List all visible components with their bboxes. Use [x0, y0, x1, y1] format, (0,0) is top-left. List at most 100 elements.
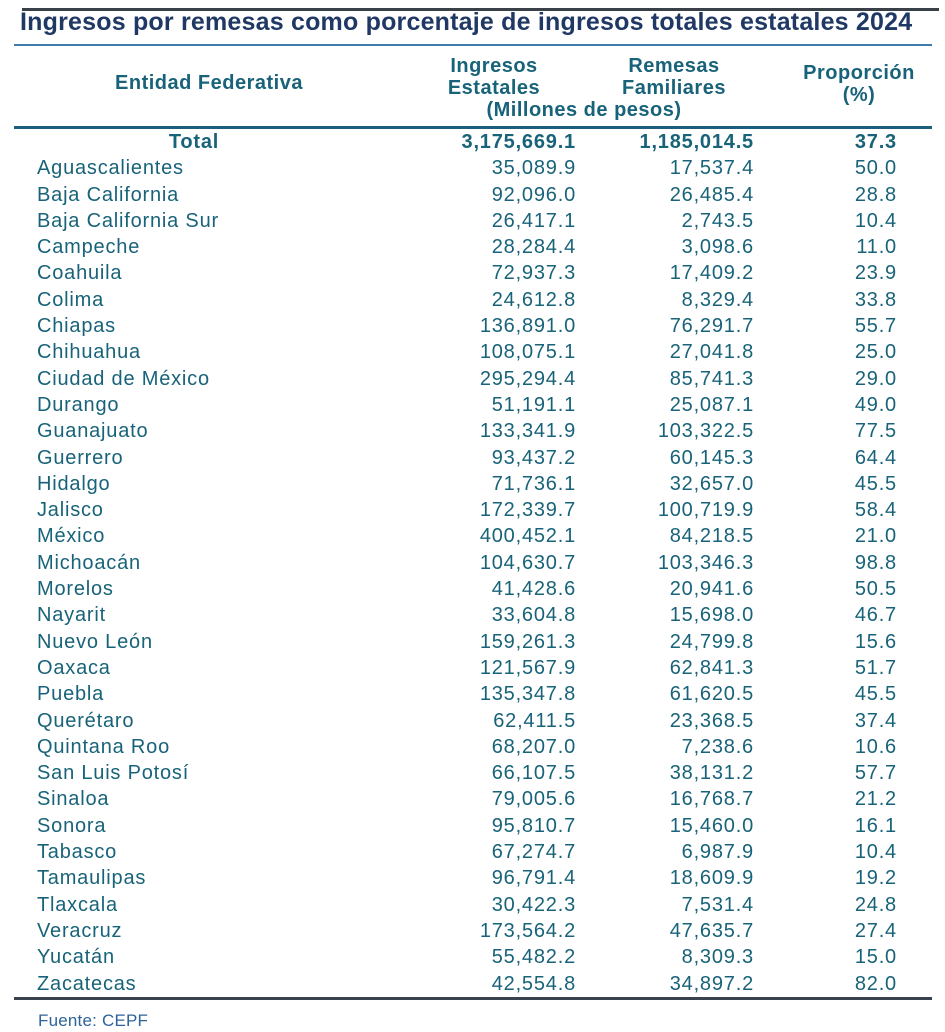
remesas-cell: 15,460.0: [669, 814, 754, 837]
proporcion-cell: 25.0: [854, 341, 897, 364]
remesas-cell: 7,238.6: [681, 735, 754, 758]
ingresos-cell: 35,089.9: [491, 157, 576, 180]
entidad-cell: Nayarit: [37, 604, 106, 627]
table-row: Tamaulipas 96,791.4 18,609.9 19.2: [14, 865, 932, 891]
remesas-cell: 3,098.6: [681, 236, 754, 259]
proporcion-cell: 29.0: [854, 367, 897, 390]
proporcion-cell: 50.5: [854, 578, 897, 601]
table-body: Total 3,175,669.1 1,185,014.5 37.3 Aguas…: [14, 128, 932, 999]
remesas-cell: 1,185,014.5: [639, 131, 754, 153]
remesas-cell: 34,897.2: [669, 972, 754, 995]
table-row: Yucatán 55,482.2 8,309.3 15.0: [14, 944, 932, 970]
entidad-cell: Querétaro: [37, 709, 135, 732]
proporcion-cell: 46.7: [854, 604, 897, 627]
table-row: Guanajuato 133,341.9 103,322.5 77.5: [14, 418, 932, 444]
remesas-cell: 103,346.3: [657, 551, 754, 574]
source-note: Fuente: CEPF: [38, 1010, 149, 1030]
header-line-proporcion-1: Proporción: [803, 61, 915, 84]
entidad-cell: Baja California Sur: [37, 209, 219, 232]
remesas-cell: 84,218.5: [669, 525, 754, 548]
table-header: Entidad Federativa Ingresos Estatales Re…: [14, 45, 932, 128]
ingresos-cell: 133,341.9: [479, 420, 576, 443]
remesas-cell: 61,620.5: [669, 683, 754, 706]
entidad-cell: Campeche: [37, 236, 141, 259]
ingresos-cell: 400,452.1: [479, 525, 576, 548]
ingresos-cell: 3,175,669.1: [461, 131, 576, 153]
proporcion-cell: 15.6: [854, 630, 897, 653]
proporcion-cell: 23.9: [854, 262, 897, 285]
proporcion-cell: 77.5: [854, 420, 897, 443]
ingresos-cell: 51,191.1: [491, 393, 576, 416]
ingresos-cell: 96,791.4: [491, 867, 576, 890]
header-row: Entidad Federativa Ingresos Estatales Re…: [14, 45, 932, 106]
proporcion-cell: 11.0: [856, 236, 897, 259]
entidad-cell: Chiapas: [37, 315, 116, 338]
proporcion-cell: 16.1: [854, 814, 897, 837]
ingresos-cell: 108,075.1: [479, 341, 576, 364]
entidad-cell: Puebla: [37, 683, 105, 706]
entidad-cell: Veracruz: [37, 919, 123, 942]
remesas-cell: 76,291.7: [669, 315, 754, 338]
table-row: Campeche 28,284.4 3,098.6 11.0: [14, 234, 932, 260]
ingresos-cell: 41,428.6: [491, 578, 576, 601]
table-row: Oaxaca 121,567.9 62,841.3 51.7: [14, 655, 932, 681]
remesas-cell: 6,987.9: [681, 841, 754, 864]
entidad-cell: Colima: [37, 288, 105, 311]
remesas-cell: 32,657.0: [669, 472, 754, 495]
ingresos-cell: 295,294.4: [479, 367, 576, 390]
ingresos-cell: 136,891.0: [479, 315, 576, 338]
ingresos-cell: 66,107.5: [491, 762, 576, 785]
ingresos-cell: 33,604.8: [491, 604, 576, 627]
remesas-cell: 15,698.0: [669, 604, 754, 627]
entidad-cell: Quintana Roo: [37, 735, 171, 758]
header-line-ingresos-1: Ingresos: [450, 55, 538, 77]
remesas-cell: 25,087.1: [669, 393, 754, 416]
proporcion-cell: 50.0: [854, 157, 897, 180]
proporcion-cell: 37.3: [854, 131, 897, 153]
entidad-cell: Guerrero: [37, 446, 124, 469]
top-border-line: [22, 8, 939, 11]
ingresos-cell: 62,411.5: [493, 709, 576, 732]
table-row: Nuevo León 159,261.3 24,799.8 15.6: [14, 629, 932, 655]
entidad-cell: Baja California: [37, 183, 180, 206]
entidad-cell: Jalisco: [37, 499, 104, 522]
proporcion-cell: 21.0: [854, 525, 897, 548]
entidad-cell: Morelos: [37, 578, 114, 601]
proporcion-cell: 49.0: [854, 393, 897, 416]
entidad-cell: Hidalgo: [37, 472, 111, 495]
table-row: Jalisco 172,339.7 100,719.9 58.4: [14, 497, 932, 523]
table-row: Sinaloa 79,005.6 16,768.7 21.2: [14, 786, 932, 812]
ingresos-cell: 173,564.2: [479, 919, 576, 942]
proporcion-cell: 57.7: [854, 762, 897, 785]
entidad-cell: Oaxaca: [37, 656, 111, 679]
proporcion-cell: 55.7: [854, 315, 897, 338]
remesas-cell: 8,309.3: [681, 946, 754, 969]
header-line-remesas-1: Remesas: [628, 55, 720, 77]
table-row: Coahuila 72,937.3 17,409.2 23.9: [14, 260, 932, 286]
ingresos-cell: 71,736.1: [491, 472, 576, 495]
header-line-proporcion-2: (%): [842, 83, 876, 106]
proporcion-cell: 10.6: [854, 735, 897, 758]
table-row: Quintana Roo 68,207.0 7,238.6 10.6: [14, 734, 932, 760]
entidad-cell: Tabasco: [37, 841, 118, 864]
table-row: Baja California 92,096.0 26,485.4 28.8: [14, 182, 932, 208]
table-row: Aguascalientes 35,089.9 17,537.4 50.0: [14, 155, 932, 181]
table-row: Zacatecas 42,554.8 34,897.2 82.0: [14, 971, 932, 999]
ingresos-cell: 24,612.8: [491, 288, 576, 311]
ingresos-cell: 79,005.6: [491, 788, 576, 811]
table-row: Guerrero 93,437.2 60,145.3 64.4: [14, 445, 932, 471]
column-header-entidad: Entidad Federativa: [115, 72, 303, 94]
total-row: Total 3,175,669.1 1,185,014.5 37.3: [14, 128, 932, 156]
table-row: Ciudad de México 295,294.4 85,741.3 29.0: [14, 366, 932, 392]
entidad-cell: Tamaulipas: [37, 867, 147, 890]
ingresos-cell: 67,274.7: [491, 841, 576, 864]
entidad-cell: Zacatecas: [37, 972, 137, 995]
proporcion-cell: 27.4: [854, 919, 897, 942]
remesas-cell: 18,609.9: [669, 867, 754, 890]
remittances-table: Entidad Federativa Ingresos Estatales Re…: [14, 44, 932, 1000]
ingresos-cell: 68,207.0: [491, 735, 576, 758]
remesas-cell: 38,131.2: [669, 762, 754, 785]
entidad-cell: Chihuahua: [37, 341, 141, 364]
entidad-cell: México: [37, 525, 106, 548]
remesas-cell: 85,741.3: [669, 367, 754, 390]
